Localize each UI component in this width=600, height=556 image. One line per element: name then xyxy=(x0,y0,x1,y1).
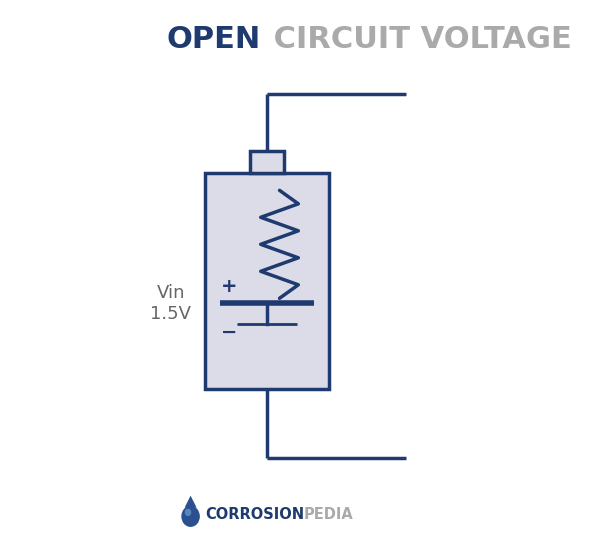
Text: CIRCUIT VOLTAGE: CIRCUIT VOLTAGE xyxy=(263,25,572,54)
Text: −: − xyxy=(221,322,237,342)
Circle shape xyxy=(185,509,191,515)
Bar xyxy=(250,151,284,172)
Text: Vin: Vin xyxy=(157,284,185,302)
Text: OPEN: OPEN xyxy=(166,25,261,54)
Bar xyxy=(205,172,329,389)
Text: +: + xyxy=(221,277,238,296)
Text: PEDIA: PEDIA xyxy=(304,507,353,522)
Text: CORROSION: CORROSION xyxy=(205,507,304,522)
Text: 1.5V: 1.5V xyxy=(151,305,191,324)
Polygon shape xyxy=(185,496,197,508)
Circle shape xyxy=(182,507,199,526)
